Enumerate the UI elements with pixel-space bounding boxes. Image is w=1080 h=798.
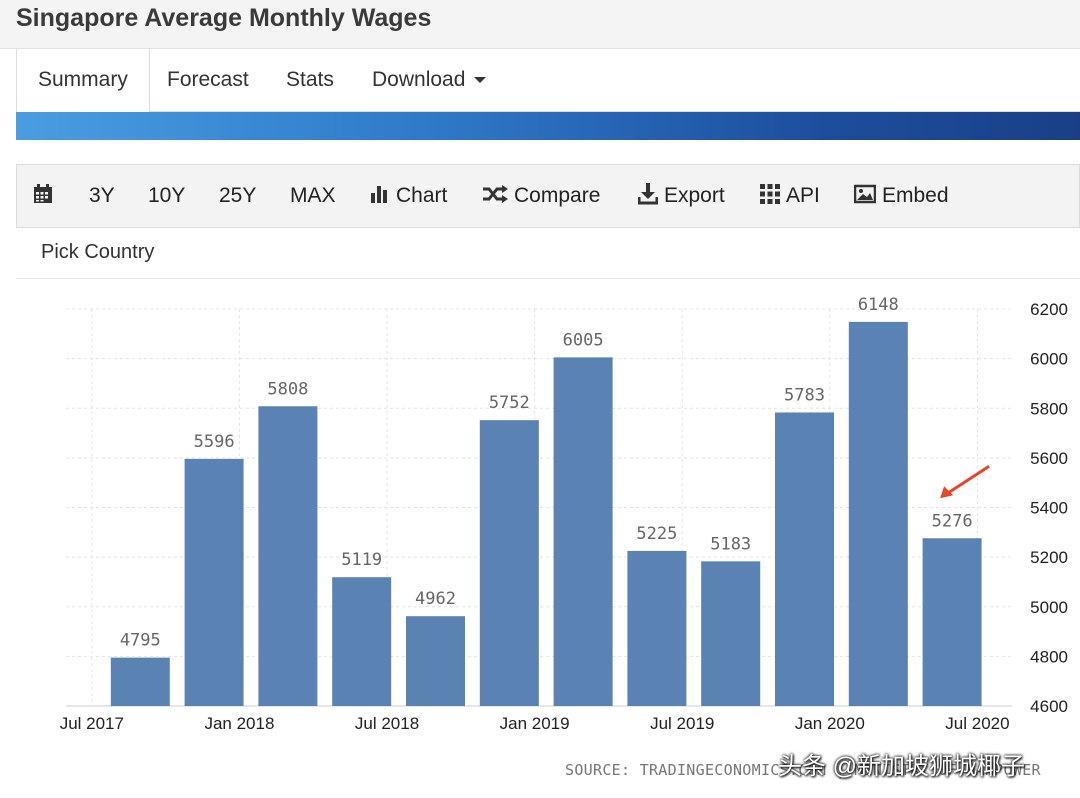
- api-button-label: API: [786, 184, 820, 207]
- compare-button-label: Compare: [514, 184, 601, 207]
- data-label: 6148: [858, 295, 899, 315]
- chart-toolbar: 3Y 10Y 25Y MAX Chart Compare Export API: [16, 164, 1080, 228]
- data-label: 6005: [563, 330, 604, 350]
- range-10y-button[interactable]: 10Y: [148, 184, 186, 207]
- tab-forecast[interactable]: Forecast: [167, 68, 249, 91]
- bar-q3-2019: [701, 561, 761, 706]
- data-label: 4795: [120, 631, 161, 651]
- tab-bar: Summary Forecast Stats Download: [16, 49, 1080, 112]
- page-header: Singapore Average Monthly Wages: [0, 0, 1080, 49]
- data-label: 5183: [710, 534, 751, 554]
- y-tick-label: 6200: [1030, 300, 1068, 319]
- data-label: 5119: [341, 550, 382, 570]
- banner-strip: [16, 112, 1080, 140]
- tab-stats[interactable]: Stats: [286, 68, 334, 91]
- x-tick-label: Jul 2019: [650, 714, 714, 733]
- bar-q2-2019: [627, 550, 687, 706]
- bar-q2-2018: [332, 577, 392, 706]
- y-tick-label: 4800: [1030, 647, 1068, 666]
- chart-button[interactable]: Chart: [370, 165, 447, 227]
- grid-icon: [760, 184, 780, 205]
- api-button[interactable]: API: [760, 165, 820, 227]
- bar-q4-2017: [184, 458, 244, 706]
- x-tick-label: Jan 2020: [795, 714, 865, 733]
- bar-q1-2018: [258, 406, 318, 706]
- embed-button-label: Embed: [882, 184, 949, 207]
- y-tick-label: 4600: [1030, 697, 1068, 716]
- image-icon: [853, 185, 877, 204]
- arrow-annotation-icon: [940, 465, 990, 499]
- bar-q1-2019: [553, 357, 613, 706]
- data-label: 5276: [932, 511, 973, 531]
- x-tick-label: Jul 2017: [60, 714, 124, 733]
- bar-q3-2018: [406, 616, 465, 706]
- bar-q1-2020: [848, 321, 908, 706]
- bar-chart-icon: [371, 186, 387, 204]
- range-25y-button[interactable]: 25Y: [219, 184, 257, 207]
- x-tick-label: Jan 2018: [204, 714, 274, 733]
- data-label: 5808: [267, 379, 308, 399]
- y-tick-label: 5400: [1030, 499, 1068, 518]
- tab-download-label: Download: [372, 68, 466, 91]
- source-text: SOURCE: TRADINGECONOMICS.COM | MINISTRY …: [565, 761, 1041, 779]
- embed-button[interactable]: Embed: [853, 165, 949, 227]
- x-tick-label: Jan 2019: [500, 714, 570, 733]
- x-tick-label: Jul 2018: [355, 714, 419, 733]
- bar-q3-2017: [110, 657, 170, 706]
- watermark-text: 头条 @新加坡狮城椰子: [778, 753, 1026, 780]
- x-tick-label: Jul 2020: [945, 714, 1009, 733]
- page-title: Singapore Average Monthly Wages: [16, 4, 432, 32]
- y-tick-label: 5000: [1030, 598, 1068, 617]
- data-label: 5752: [489, 393, 530, 413]
- bar-q2-2020: [922, 538, 982, 706]
- data-label: 5783: [784, 385, 825, 405]
- y-tick-label: 5200: [1030, 548, 1068, 567]
- y-tick-label: 5600: [1030, 449, 1068, 468]
- shuffle-icon: [483, 185, 508, 204]
- tab-summary[interactable]: Summary: [16, 49, 150, 112]
- caret-down-icon: [474, 77, 487, 84]
- range-3y-button[interactable]: 3Y: [89, 184, 115, 207]
- bar-q4-2018: [479, 420, 539, 706]
- tab-download[interactable]: Download: [351, 49, 507, 111]
- chart-button-label: Chart: [396, 184, 448, 207]
- data-label: 4962: [415, 589, 456, 609]
- pick-country-link[interactable]: Pick Country: [41, 241, 155, 263]
- y-tick-label: 6000: [1030, 350, 1068, 369]
- data-label: 5596: [194, 432, 235, 452]
- range-max-button[interactable]: MAX: [290, 184, 336, 207]
- export-button[interactable]: Export: [637, 165, 725, 227]
- y-tick-label: 5800: [1030, 399, 1068, 418]
- compare-button[interactable]: Compare: [482, 165, 600, 227]
- pick-country-row: Pick Country: [16, 229, 1080, 279]
- calendar-button[interactable]: [33, 165, 59, 227]
- bar-q4-2019: [775, 412, 834, 706]
- data-label: 5225: [636, 524, 677, 544]
- export-button-label: Export: [664, 184, 725, 207]
- download-icon: [637, 183, 659, 205]
- calendar-icon: [34, 184, 52, 204]
- wages-bar-chart: 4600 4800 5000 5200 5400 5600 5800 6000 6200 4795…: [60, 295, 1068, 733]
